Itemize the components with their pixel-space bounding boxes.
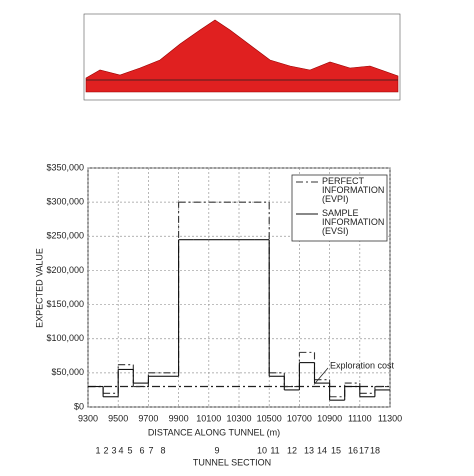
x-tick-label: 10300 xyxy=(226,413,251,423)
section-label: 9 xyxy=(214,445,219,455)
section-label: 3 xyxy=(111,445,116,455)
x-axis-label: DISTANCE ALONG TUNNEL (m) xyxy=(148,427,280,437)
legend-label: PERFECT INFORMATION (EVPI) xyxy=(322,176,384,204)
y-tick-label: $350,000 xyxy=(46,162,84,172)
mountain-profile xyxy=(83,13,401,101)
section-label: 11 xyxy=(270,445,279,455)
section-label: 12 xyxy=(287,445,297,455)
y-tick-label: $50,000 xyxy=(51,367,84,377)
y-tick-label: $300,000 xyxy=(46,197,84,207)
x-tick-label: 10500 xyxy=(257,413,282,423)
x-tick-label: 11300 xyxy=(378,413,402,423)
y-tick-label: $150,000 xyxy=(46,299,84,309)
section-axis-label: TUNNEL SECTION xyxy=(193,457,271,467)
section-label: 14 xyxy=(317,445,327,455)
section-label: 16 xyxy=(348,445,358,455)
section-label: 8 xyxy=(160,445,165,455)
profile-shape xyxy=(85,19,399,93)
section-label: 6 xyxy=(139,445,144,455)
x-tick-label: 9500 xyxy=(108,413,128,423)
section-label: 15 xyxy=(331,445,341,455)
annotation: Exploration cost xyxy=(330,360,395,370)
y-tick-label: $250,000 xyxy=(46,231,84,241)
annotation-arrow xyxy=(313,367,329,385)
legend-label: SAMPLE INFORMATION (EVSI) xyxy=(322,208,384,236)
section-label: 10 xyxy=(257,445,267,455)
section-label: 4 xyxy=(118,445,123,455)
legend: PERFECT INFORMATION (EVPI) SAMPLE INFORMATIO… xyxy=(291,174,388,242)
section-label: 2 xyxy=(103,445,108,455)
x-tick-label: 9300 xyxy=(78,413,98,423)
section-label: 18 xyxy=(370,445,380,455)
x-tick-label: 10700 xyxy=(287,413,312,423)
legend-box xyxy=(291,174,388,242)
x-tick-label: 10900 xyxy=(317,413,342,423)
y-tick-label: $100,000 xyxy=(46,333,84,343)
y-tick-label: $200,000 xyxy=(46,265,84,275)
section-label: 1 xyxy=(95,445,100,455)
section-label: 13 xyxy=(304,445,314,455)
x-tick-label: 9900 xyxy=(169,413,189,423)
x-tick-label: 9700 xyxy=(138,413,158,423)
y-axis-label: EXPECTED VALUE xyxy=(34,248,44,328)
section-label: 17 xyxy=(359,445,369,455)
x-tick-label: 11100 xyxy=(348,413,372,423)
y-tick-label: $0 xyxy=(74,401,84,411)
section-label: 7 xyxy=(148,445,153,455)
x-tick-label: 10100 xyxy=(196,413,221,423)
section-label: 5 xyxy=(127,445,132,455)
